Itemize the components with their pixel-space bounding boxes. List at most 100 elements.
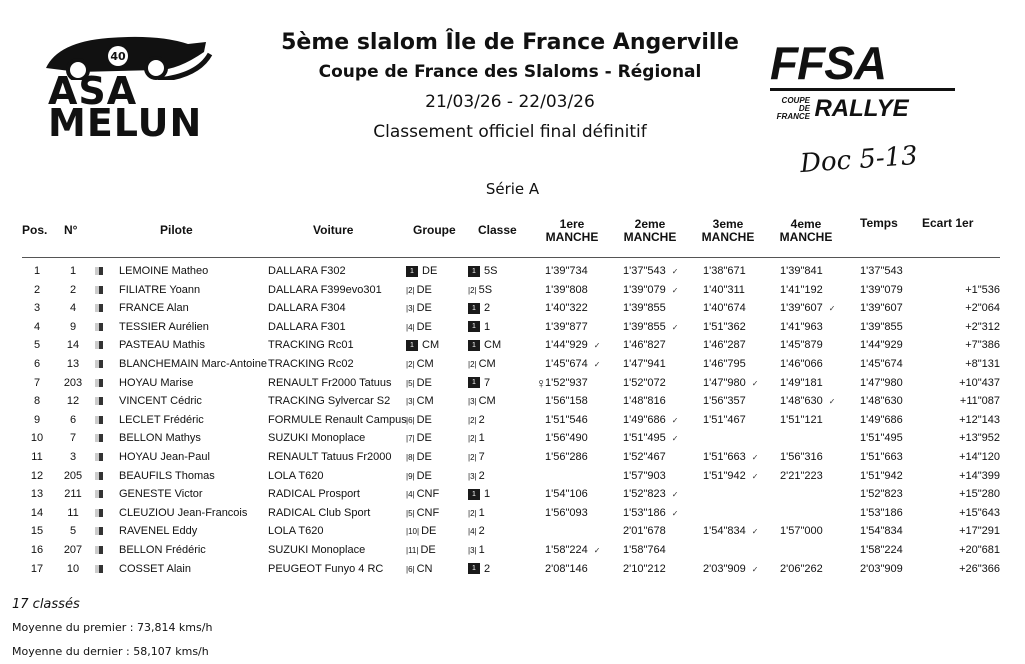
average-first: Moyenne du premier : 73,814 kms/h xyxy=(12,621,213,634)
header-divider xyxy=(22,257,1000,258)
first-rank-badge: 1 xyxy=(468,488,480,500)
driver-name: FRANCE Alan xyxy=(119,302,189,315)
run-time-3: 1'47"980 ✓ xyxy=(703,374,758,393)
position: 4 xyxy=(33,320,41,333)
time-value: 1'58"224 xyxy=(545,544,588,556)
first-rank-badge: 1 xyxy=(468,563,480,575)
first-rank-badge: 1 xyxy=(468,302,480,314)
position: 12 xyxy=(30,469,44,482)
car-model: RADICAL Club Sport xyxy=(268,506,371,519)
run-time-1: 1'39"734 xyxy=(545,262,588,280)
time-value: 1'39"841 xyxy=(780,265,823,277)
driver-name: RAVENEL Eddy xyxy=(119,525,198,538)
table-row: 3 4 FRANCE Alan DALLARA F304 |3| DE 1 2 1'40"322… xyxy=(0,299,1025,317)
best-time: 1'54"834 xyxy=(860,525,903,538)
check-icon: ✓ xyxy=(593,360,601,369)
run-time-2: 1'47"941 xyxy=(623,355,666,373)
col-pilote: Pilote xyxy=(160,223,193,237)
time-value: 1'44"929 xyxy=(545,339,588,352)
rank-label: 7 xyxy=(478,451,485,463)
rank-number: |2| xyxy=(406,360,415,369)
time-value: 1'47"941 xyxy=(623,358,666,370)
group-cell: 1 CM xyxy=(406,336,439,354)
gap-to-first: +1"536 xyxy=(965,283,1000,296)
run-time-1: 1'51"546 xyxy=(545,411,588,429)
rank-number: |2| xyxy=(468,415,477,425)
group-cell: |4| CNF xyxy=(406,485,439,504)
car-model: TRACKING Rc02 xyxy=(268,358,354,370)
col-num: N° xyxy=(64,223,78,237)
rank-label: CM xyxy=(484,339,502,352)
rank-number: |2| xyxy=(468,508,477,518)
col-manche-1: 1ere MANCHE xyxy=(545,217,599,244)
car-model: RADICAL Prosport xyxy=(268,488,360,501)
car-model: FORMULE Renault Campus xyxy=(268,413,407,426)
flag-icon xyxy=(95,378,104,387)
rank-number: |7| xyxy=(406,434,415,444)
position: 9 xyxy=(33,413,41,426)
run-time-3: 1'40"674 xyxy=(703,299,746,317)
position: 16 xyxy=(30,544,44,556)
run-time-2: 1'37"543 ✓ xyxy=(623,262,678,281)
time-value: 1'39"855 xyxy=(623,320,666,333)
driver-name: TESSIER Aurélien xyxy=(119,320,209,333)
rank-label: DE xyxy=(416,283,432,296)
flag-icon xyxy=(95,304,104,313)
group-cell: |11| DE xyxy=(406,541,436,560)
table-row: 15 5 RAVENEL Eddy LOLA T620 |10| DE |4| 2 2'01"6… xyxy=(0,522,1025,540)
best-time: 1'37"543 xyxy=(860,265,903,277)
table-row: 1 1 LEMOINE Matheo DALLARA F302 1 DE 1 5S 1'39"7… xyxy=(0,262,1025,280)
rank-label: 2 xyxy=(478,469,485,482)
rank-label: DE xyxy=(422,265,438,277)
first-rank-badge: 1 xyxy=(406,265,418,277)
class-cell: 1 CM xyxy=(468,336,501,354)
best-time: 1'48"630 xyxy=(860,395,903,408)
run-time-1: 1'56"158 xyxy=(545,392,588,410)
class-cell: |2| 7 xyxy=(468,448,485,467)
time-value: 1'52"823 xyxy=(623,488,666,501)
time-value: 1'40"311 xyxy=(703,283,745,296)
rank-label: DE xyxy=(416,302,432,315)
rank-label: DE xyxy=(416,469,432,482)
class-cell: |2| CM xyxy=(468,355,496,374)
time-value: 2'10"212 xyxy=(623,562,666,575)
run-time-4: 1'41"192 xyxy=(780,281,823,299)
svg-text:40: 40 xyxy=(110,50,126,63)
run-time-2: 1'49"686 ✓ xyxy=(623,411,678,430)
car-number: 6 xyxy=(69,413,77,426)
first-rank-badge: 1 xyxy=(468,321,480,333)
table-row: 7 203 HOYAU Marise RENAULT Fr2000 Tatuus |5|… xyxy=(0,374,1025,392)
driver-name: VINCENT Cédric xyxy=(119,395,202,408)
run-time-4: 2'06"262 xyxy=(780,560,823,578)
driver-name: LECLET Frédéric xyxy=(119,413,204,426)
car-number: 5 xyxy=(69,525,77,538)
car-model: DALLARA F302 xyxy=(268,265,346,277)
run-time-2: 1'51"495 ✓ xyxy=(623,429,678,448)
gap-to-first: +26"366 xyxy=(959,562,1000,575)
flag-icon xyxy=(95,527,104,536)
col-ecart: Ecart 1er xyxy=(922,216,974,230)
time-value: 1'51"495 xyxy=(623,432,666,445)
table-row: 13 211 GENESTE Victor RADICAL Prosport |4| CN… xyxy=(0,485,1025,503)
rank-label: CM xyxy=(416,358,434,370)
time-value: 1'49"181 xyxy=(780,376,823,389)
rank-label: CM xyxy=(478,395,496,408)
car-number: 9 xyxy=(69,320,77,333)
time-value: 1'48"630 xyxy=(780,395,823,408)
position: 7 xyxy=(33,376,41,389)
rank-label: 1 xyxy=(478,506,485,519)
group-cell: |7| DE xyxy=(406,429,432,448)
best-time: 1'52"823 xyxy=(860,488,903,501)
rank-number: |2| xyxy=(468,434,477,444)
ffsa-text: FFSA xyxy=(770,37,887,89)
coupe-de-france-text: COUPE DE FRANCE xyxy=(776,96,810,121)
check-icon: ✓ xyxy=(751,527,759,537)
rank-label: CM xyxy=(416,395,434,408)
position: 10 xyxy=(30,432,44,445)
time-value: 1'46"827 xyxy=(623,339,666,352)
rank-label: 2 xyxy=(478,525,485,538)
rank-label: DE xyxy=(416,432,432,445)
time-value: 1'51"942 xyxy=(703,469,746,482)
flag-icon xyxy=(95,285,104,294)
